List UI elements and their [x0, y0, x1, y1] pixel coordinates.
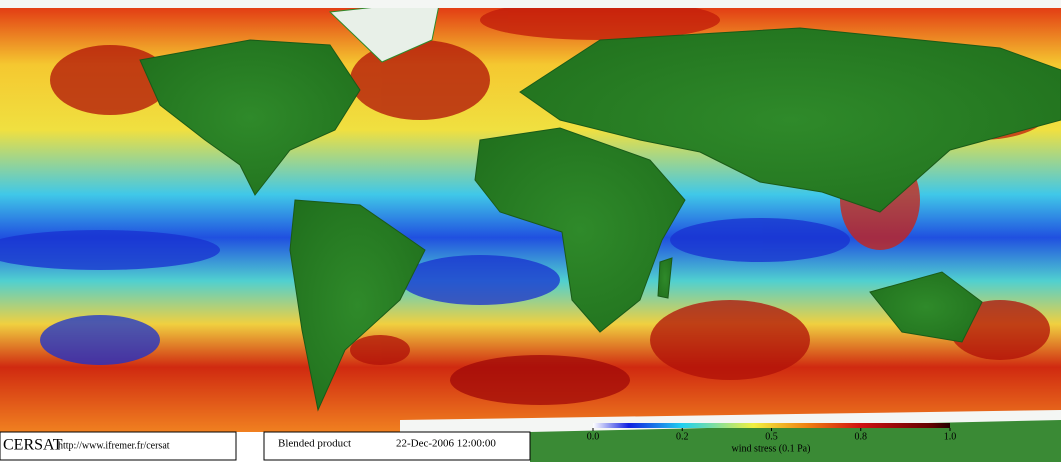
colorbar-tick-label: 1.0 [944, 431, 957, 442]
colorbar-tick-label: 0.0 [587, 431, 600, 442]
logo-box [0, 431, 237, 461]
footer: CERSAT http://www.ifremer.fr/cersat Blen… [0, 431, 531, 461]
antarctica [530, 420, 1061, 462]
colorbar-gradient [593, 423, 950, 428]
colorbar-label: wind stress (0.1 Pa) [732, 443, 811, 454]
info-box [263, 431, 531, 461]
datetime: 22-Dec-2006 12:00:00 [396, 438, 496, 450]
url: http://www.ifremer.fr/cersat [58, 440, 170, 451]
colorbar-tick-label: 0.8 [855, 431, 868, 442]
colorbar-tick-label: 0.5 [765, 431, 778, 442]
colorbar: wind stress (0.1 Pa) 0.0 0.2 0.5 0.8 1.0 [587, 423, 957, 454]
logo: CERSAT [3, 437, 63, 454]
product: Blended product [278, 438, 351, 450]
continents [139, 27, 1061, 412]
colorbar-tick-label: 0.2 [676, 431, 689, 442]
